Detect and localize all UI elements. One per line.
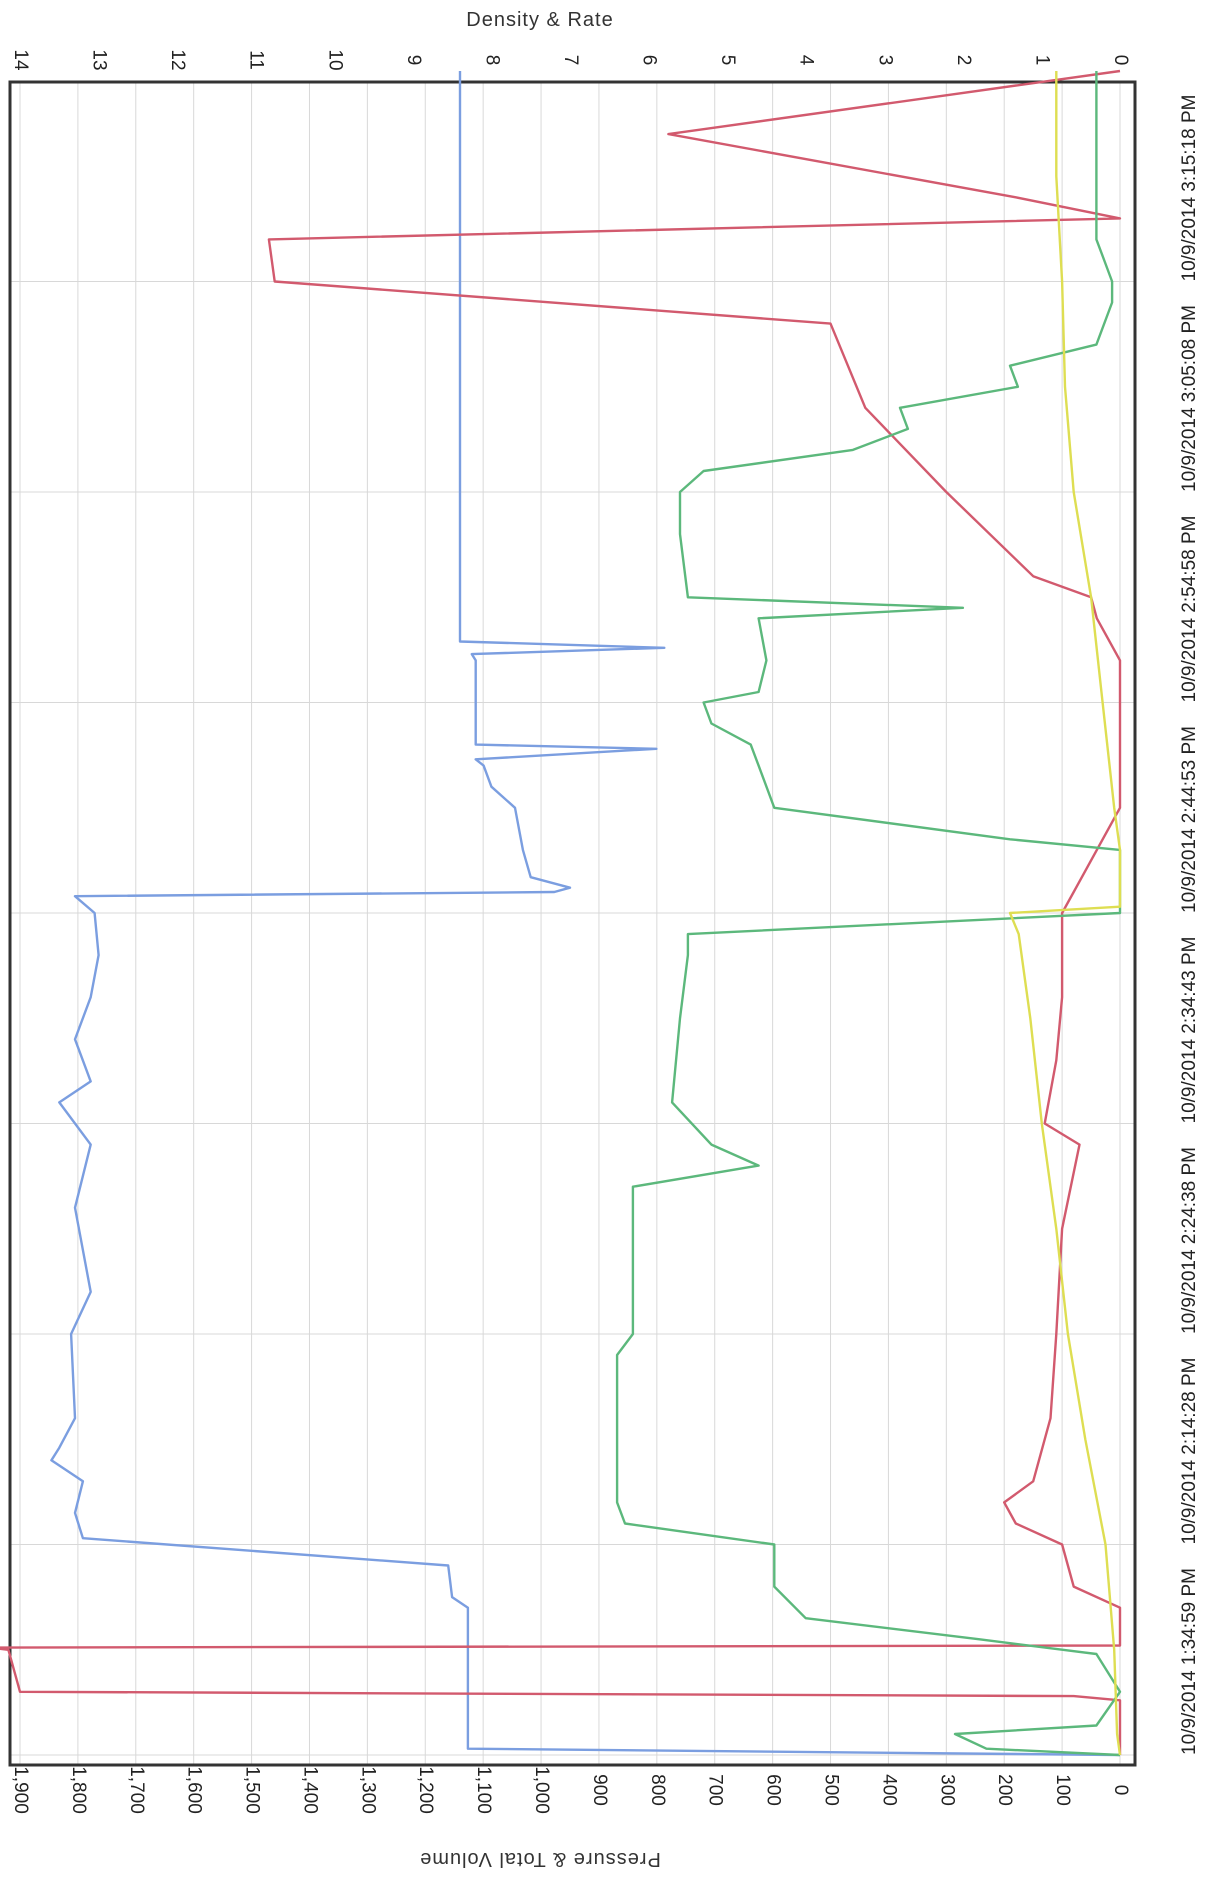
left-axis-tick-label: 1,400 bbox=[299, 1766, 320, 1814]
right-axis-tick-label: 10 bbox=[324, 49, 345, 70]
series-layer bbox=[0, 69, 1122, 1757]
left-axis-tick-label: 500 bbox=[821, 1774, 842, 1806]
right-axis-tick-label: 5 bbox=[717, 55, 738, 66]
right-axis-tick-label: 2 bbox=[953, 55, 974, 66]
left-axis-tick-label: 1,600 bbox=[184, 1766, 205, 1814]
bottom-axis-title: Pressure & Total Volume bbox=[419, 1848, 661, 1870]
left-axis-tick-label: 1,100 bbox=[473, 1766, 494, 1814]
time-axis-tick-label: 10/9/2014 1:34:59 PM bbox=[1179, 1568, 1200, 1755]
time-axis-tick-label: 10/9/2014 3:15:18 PM bbox=[1179, 95, 1200, 282]
left-axis-tick-label: 800 bbox=[647, 1774, 668, 1806]
series-line-1 bbox=[50, 71, 1121, 1757]
left-axis-tick-label: 400 bbox=[878, 1774, 899, 1806]
series-line-2 bbox=[0, 69, 1122, 1755]
time-axis-tick-label: 10/9/2014 3:05:08 PM bbox=[1179, 305, 1200, 492]
left-axis-tick-label: 100 bbox=[1052, 1774, 1073, 1806]
right-axis-tick-label: 8 bbox=[481, 55, 502, 66]
right-axis-tick-label: 7 bbox=[560, 55, 581, 66]
left-axis-tick-label: 900 bbox=[589, 1774, 610, 1806]
right-axis-tick-label: 0 bbox=[1110, 55, 1131, 66]
tick-labels: 01002003004005006007008009001,0001,1001,… bbox=[10, 49, 1200, 1813]
grid-lines bbox=[10, 82, 1135, 1765]
time-axis-tick-label: 10/9/2014 2:44:53 PM bbox=[1179, 726, 1200, 913]
time-axis-tick-label: 10/9/2014 2:54:58 PM bbox=[1179, 516, 1200, 703]
right-axis-tick-label: 11 bbox=[246, 50, 267, 70]
series-line-3 bbox=[615, 71, 1122, 1757]
right-axis-tick-label: 1 bbox=[1031, 55, 1052, 66]
right-axis-tick-label: 13 bbox=[89, 49, 110, 70]
left-axis-tick-label: 200 bbox=[994, 1774, 1015, 1806]
top-axis-title: Density & Rate bbox=[466, 9, 613, 31]
time-axis-tick-label: 10/9/2014 2:24:38 PM bbox=[1179, 1147, 1200, 1334]
right-axis-tick-label: 9 bbox=[403, 55, 424, 66]
left-axis-tick-label: 1,500 bbox=[242, 1766, 263, 1814]
right-axis-tick-label: 4 bbox=[796, 55, 817, 66]
right-axis-tick-label: 6 bbox=[639, 55, 660, 66]
time-axis-tick-label: 10/9/2014 2:34:43 PM bbox=[1179, 937, 1200, 1124]
left-axis-tick-label: 1,700 bbox=[126, 1766, 147, 1814]
right-axis-tick-label: 3 bbox=[874, 55, 895, 66]
left-axis-tick-label: 1,000 bbox=[531, 1766, 552, 1814]
left-axis-tick-label: 700 bbox=[705, 1774, 726, 1806]
left-axis-tick-label: 600 bbox=[763, 1774, 784, 1806]
left-axis-tick-label: 1,900 bbox=[10, 1766, 31, 1814]
right-axis-tick-label: 14 bbox=[10, 49, 31, 71]
time-axis-tick-label: 10/9/2014 2:14:28 PM bbox=[1179, 1358, 1200, 1545]
left-axis-tick-label: 0 bbox=[1110, 1785, 1131, 1796]
series-line-4 bbox=[1008, 71, 1122, 1756]
plot-frame bbox=[8, 80, 1137, 1767]
left-axis-tick-label: 1,800 bbox=[68, 1766, 89, 1814]
left-axis-tick-label: 1,300 bbox=[357, 1766, 378, 1814]
right-axis-tick-label: 12 bbox=[167, 49, 188, 70]
left-axis-tick-label: 1,200 bbox=[415, 1766, 436, 1814]
left-axis-tick-label: 300 bbox=[936, 1774, 957, 1806]
